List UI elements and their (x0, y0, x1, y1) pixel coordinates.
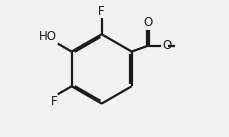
Text: F: F (50, 95, 57, 108)
Text: O: O (161, 39, 170, 52)
Text: HO: HO (39, 30, 57, 43)
Text: F: F (98, 5, 104, 18)
Text: O: O (143, 16, 152, 29)
